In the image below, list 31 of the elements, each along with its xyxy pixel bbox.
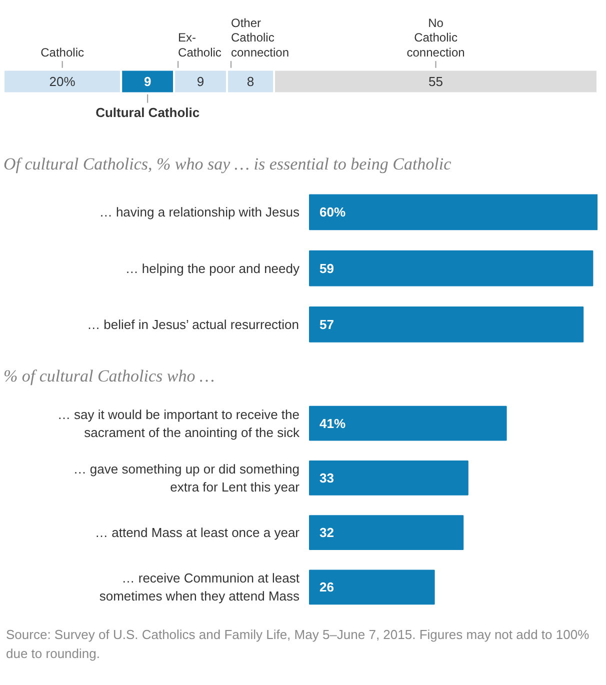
data-label: 9: [196, 74, 204, 90]
y-tick-label: … helping the poor and needy: [125, 260, 300, 276]
chart-title: Of cultural Catholics, % who say … is essential to being Catholic: [4, 154, 452, 174]
data-label: 20%: [49, 74, 76, 90]
data-label: 60%: [320, 204, 346, 220]
y-tick-label: … gave something up or did something extra for Lent this year: [73, 461, 300, 494]
source-note: Source: Survey of U.S. Catholics and Family Life, May 5–June 7, 2015. Figures may not add to 100% due to rounding.: [6, 626, 590, 663]
y-tick-label: … say it would be important to receive the sacrament of the anointing of the sick: [57, 406, 300, 440]
text: % of cultural Catholics who …: [4, 366, 215, 386]
bar: [309, 570, 435, 605]
data-label: 32: [320, 525, 334, 540]
data-label: 57: [320, 316, 334, 332]
data-label: 33: [320, 470, 334, 486]
series-label: Ex-Catholic: [178, 30, 222, 60]
series-label: Catholic: [40, 45, 84, 60]
bar: [309, 460, 468, 496]
data-label: 55: [428, 74, 444, 90]
series-label: Cultural Catholic: [96, 104, 200, 120]
series-label: No Catholic connection: [406, 16, 465, 60]
bar: [309, 515, 464, 550]
y-tick-label: … having a relationship with Jesus: [99, 204, 300, 220]
data-label: 8: [246, 74, 254, 90]
data-label: 9: [144, 74, 152, 90]
bar: [309, 406, 507, 441]
y-tick-label: … receive Communion at least sometimes when they attend Mass: [99, 570, 300, 604]
data-label: 41%: [320, 416, 346, 431]
y-tick-label: … attend Mass at least once a year: [95, 525, 300, 540]
series-label: Other Catholic connection: [230, 16, 290, 60]
y-tick-label: … belief in Jesus’ actual resurrection: [87, 316, 300, 332]
data-label: 26: [320, 580, 334, 595]
data-label: 59: [320, 260, 334, 276]
